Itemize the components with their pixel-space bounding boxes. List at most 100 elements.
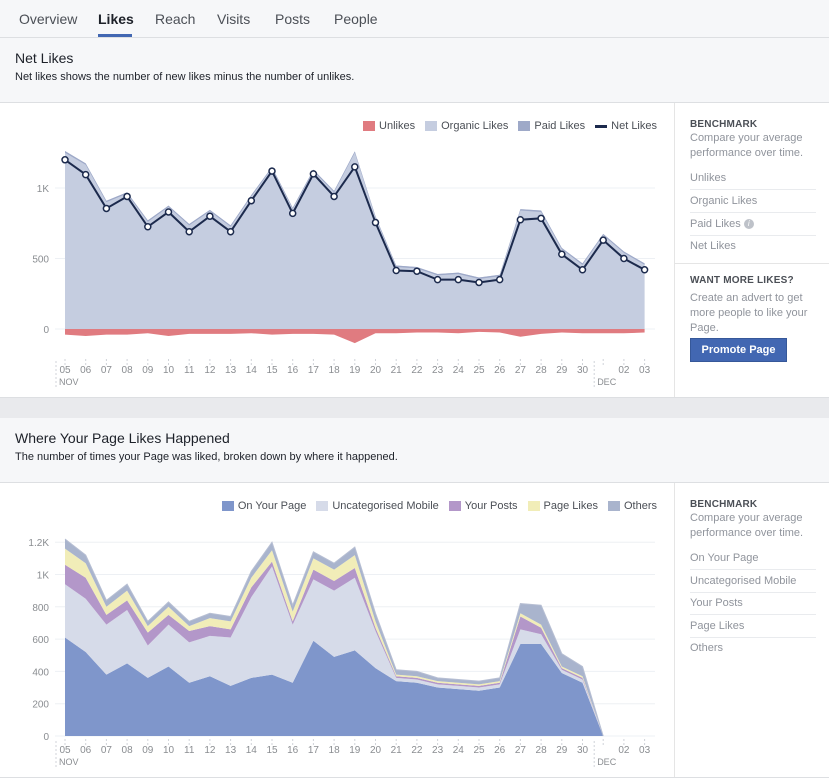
benchmark-paid-likes[interactable]: Paid Likes i <box>690 213 816 236</box>
y-tick-label: 400 <box>32 667 49 678</box>
net-likes-point <box>558 250 566 259</box>
x-tick-label: 22 <box>411 365 423 376</box>
legend-your-posts[interactable]: Your Posts <box>448 500 518 512</box>
x-tick-label: 19 <box>349 745 361 756</box>
x-tick-label: 13 <box>225 365 237 376</box>
x-tick-label: 21 <box>391 365 403 376</box>
legend-on-your-page[interactable]: On Your Page <box>221 500 307 512</box>
paid-likes-swatch <box>518 121 531 131</box>
x-tick-label: 28 <box>536 745 548 756</box>
net-likes-point <box>164 208 173 216</box>
x-tick-label: 24 <box>453 365 465 376</box>
legend-uncategorised-mobile[interactable]: Uncategorised Mobile <box>316 500 439 512</box>
tab-posts[interactable]: Posts <box>275 11 311 27</box>
net-likes-point <box>268 167 276 175</box>
x-tick-label: 14 <box>246 365 258 376</box>
net-likes-point <box>640 266 649 274</box>
x-tick-label: 28 <box>536 365 548 376</box>
legend-unlikes[interactable]: Unlikes <box>363 120 415 132</box>
x-tick-label: 29 <box>556 365 568 376</box>
net-likes-point <box>599 236 607 244</box>
where-likes-description: The number of times your Page was liked,… <box>15 451 398 463</box>
x-tick-label: 14 <box>246 745 258 756</box>
page-tabs: Overview Likes Reach Visits Posts People <box>0 0 829 38</box>
net-likes-point <box>102 204 111 213</box>
net-likes-point <box>206 212 214 220</box>
promo-description: Create an advert to get more people to l… <box>690 292 808 334</box>
total-outline <box>64 538 604 737</box>
net-likes-point <box>578 266 587 274</box>
benchmark-uncategorised-mobile[interactable]: Uncategorised Mobile <box>690 570 816 593</box>
x-tick-label: 08 <box>122 745 134 756</box>
promote-page-button[interactable]: Promote Page <box>690 338 787 362</box>
y-tick-label: 600 <box>32 635 49 646</box>
month-label: NOV <box>59 757 79 767</box>
legend-label: Page Likes <box>543 500 598 512</box>
net-likes-point <box>495 275 504 284</box>
legend-label: Unlikes <box>379 120 416 132</box>
legend-label: Uncategorised Mobile <box>332 500 439 512</box>
x-tick-label: 25 <box>473 365 485 376</box>
tab-reach[interactable]: Reach <box>155 11 196 27</box>
benchmark-net-likes[interactable]: Net Likes <box>690 240 736 252</box>
x-tick-label: 18 <box>329 365 341 376</box>
where-likes-benchmark-panel: BENCHMARK Compare your average performan… <box>674 483 829 777</box>
legend-others[interactable]: Others <box>607 500 657 512</box>
x-tick-label: 30 <box>577 745 589 756</box>
x-tick-label: 16 <box>287 365 299 376</box>
tab-likes[interactable]: Likes <box>98 11 134 27</box>
x-tick-label: 21 <box>391 745 403 756</box>
benchmark-on-your-page[interactable]: On Your Page <box>690 547 816 570</box>
benchmark-your-posts[interactable]: Your Posts <box>690 592 816 615</box>
net-likes-point <box>309 170 318 178</box>
legend-paid-likes[interactable]: Paid Likes <box>518 120 585 132</box>
x-tick-label: 19 <box>349 365 361 376</box>
net-likes-legend: Unlikes Organic Likes Paid Likes Net Lik… <box>363 118 657 134</box>
legend-organic-likes[interactable]: Organic Likes <box>425 120 508 132</box>
promo-title: WANT MORE LIKES? <box>690 275 794 286</box>
x-tick-label: 29 <box>556 745 568 756</box>
unlikes-area <box>65 329 645 344</box>
benchmark-others[interactable]: Others <box>690 642 724 654</box>
benchmark-description: Compare your average performance over ti… <box>690 512 804 539</box>
y-tick-label: 1K <box>37 571 50 582</box>
net-likes-point <box>433 275 442 284</box>
tab-overview[interactable]: Overview <box>19 11 78 27</box>
net-likes-point <box>144 223 152 231</box>
net-likes-point <box>516 215 525 224</box>
net-likes-point <box>226 227 235 236</box>
tab-visits[interactable]: Visits <box>217 11 251 27</box>
where-likes-title: Where Your Page Likes Happened <box>15 430 230 446</box>
month-label: DEC <box>597 377 617 387</box>
where-likes-legend: On Your Page Uncategorised Mobile Your P… <box>221 498 657 514</box>
x-tick-label: 23 <box>432 745 444 756</box>
x-tick-label: 11 <box>184 365 195 376</box>
legend-label: On Your Page <box>237 500 307 512</box>
net-likes-point <box>185 227 193 236</box>
x-tick-label: 15 <box>266 745 278 756</box>
benchmark-organic-likes[interactable]: Organic Likes <box>690 190 816 213</box>
x-tick-label: 09 <box>142 745 154 756</box>
net-likes-point <box>61 156 69 164</box>
net-likes-point <box>454 275 463 284</box>
on-your-page-area <box>65 637 604 736</box>
x-tick-label: 20 <box>370 745 382 756</box>
legend-page-likes[interactable]: Page Likes <box>527 500 598 512</box>
x-tick-label: 24 <box>453 745 465 756</box>
legend-net-likes[interactable]: Net Likes <box>595 120 657 132</box>
x-tick-label: 18 <box>329 745 341 756</box>
x-tick-label: 06 <box>80 365 92 376</box>
organic-likes-swatch <box>425 121 438 131</box>
benchmark-unlikes[interactable]: Unlikes <box>690 167 816 190</box>
benchmark-page-likes[interactable]: Page Likes <box>690 615 816 638</box>
y-tick-label: 800 <box>32 603 49 614</box>
net-likes-description: Net likes shows the number of new likes … <box>15 71 355 83</box>
net-likes-panel: Unlikes Organic Likes Paid Likes Net Lik… <box>0 103 829 398</box>
benchmark-description: Compare your average performance over ti… <box>690 132 804 159</box>
tab-people[interactable]: People <box>334 11 378 27</box>
x-tick-label: 10 <box>163 745 175 756</box>
benchmark-title: BENCHMARK <box>690 499 758 510</box>
x-tick-label: 05 <box>59 745 71 756</box>
y-tick-label: 0 <box>43 325 49 336</box>
info-icon[interactable]: i <box>743 219 754 229</box>
